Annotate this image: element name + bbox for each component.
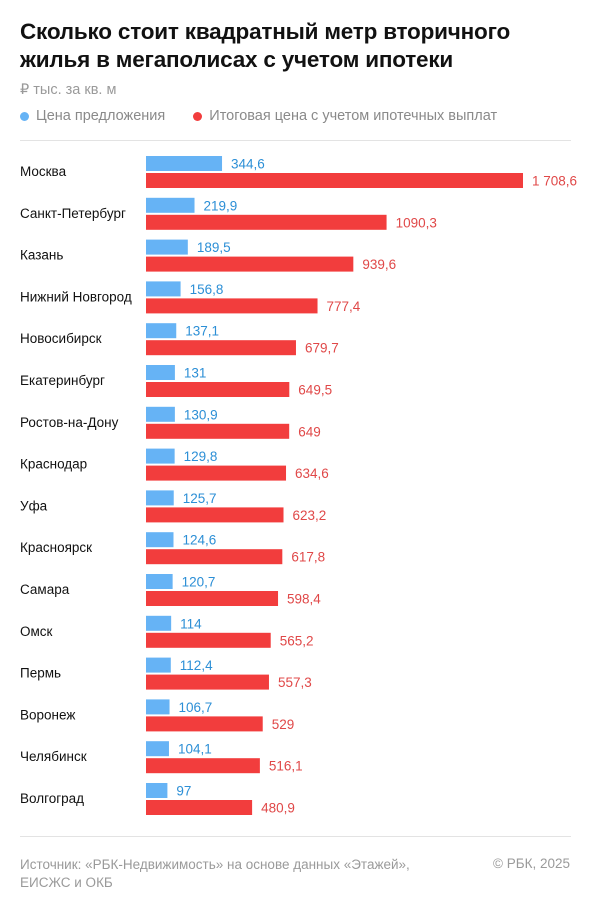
- total-bar: [146, 214, 387, 230]
- offer-bar: [146, 281, 181, 297]
- city-label: Новосибирск: [20, 331, 102, 346]
- total-value-label: 623,2: [293, 508, 327, 523]
- total-bar: [146, 340, 296, 356]
- total-bar: [146, 758, 260, 774]
- offer-value-label: 219,9: [204, 198, 238, 213]
- offer-value-label: 104,1: [178, 742, 212, 757]
- total-value-label: 598,4: [287, 592, 321, 607]
- offer-value-label: 131: [184, 366, 207, 381]
- top-divider: [20, 140, 571, 141]
- legend-dot-total: [193, 111, 203, 121]
- offer-bar: [146, 239, 188, 255]
- total-bar: [146, 465, 287, 481]
- offer-bar: [146, 783, 168, 798]
- offer-bar: [146, 406, 175, 422]
- total-bar: [146, 507, 284, 523]
- offer-value-label: 120,7: [182, 575, 216, 590]
- legend-dot-offer: [20, 111, 29, 121]
- legend-item-total: Итоговая цена с учетом ипотечных выплат: [193, 108, 497, 124]
- city-label: Уфа: [20, 498, 48, 513]
- total-value-label: 516,1: [269, 759, 303, 774]
- total-value-label: 617,8: [291, 550, 325, 565]
- offer-value-label: 156,8: [190, 282, 224, 297]
- total-bar: [146, 716, 263, 732]
- total-value-label: 777,4: [327, 299, 361, 314]
- offer-value-label: 189,5: [197, 240, 231, 255]
- total-bar: [146, 423, 290, 439]
- city-label: Пермь: [20, 666, 61, 681]
- total-value-label: 649,5: [298, 383, 332, 398]
- offer-value-label: 129,8: [184, 449, 218, 464]
- offer-bar: [146, 197, 195, 213]
- offer-value-label: 137,1: [185, 324, 219, 339]
- offer-bar: [146, 490, 174, 506]
- city-label: Казань: [20, 248, 63, 263]
- city-label: Ростов-на-Дону: [20, 415, 119, 430]
- offer-bar: [146, 323, 177, 339]
- city-label: Санкт-Петербург: [20, 206, 126, 221]
- total-bar: [146, 632, 271, 648]
- total-bar: [146, 298, 318, 314]
- offer-value-label: 97: [176, 784, 191, 799]
- offer-value-label: 124,6: [182, 533, 216, 548]
- total-bar: [146, 549, 283, 565]
- offer-value-label: 114: [180, 616, 202, 631]
- offer-value-label: 344,6: [231, 157, 265, 172]
- total-bar: [146, 674, 269, 690]
- city-label: Волгоград: [20, 791, 84, 806]
- offer-bar: [146, 657, 171, 673]
- total-value-label: 1090,3: [396, 215, 437, 230]
- city-label: Москва: [20, 164, 67, 179]
- offer-bar: [146, 532, 174, 548]
- total-value-label: 565,2: [280, 633, 314, 648]
- chart-title: Сколько стоит квадратный метр вторичного…: [20, 19, 510, 72]
- copyright: © РБК, 2025: [493, 856, 570, 871]
- city-label: Краснодар: [20, 457, 87, 472]
- offer-bar: [146, 448, 175, 464]
- total-value-label: 480,9: [261, 801, 295, 816]
- offer-bar: [146, 574, 173, 589]
- offer-value-label: 106,7: [179, 700, 213, 715]
- total-bar: [146, 256, 354, 272]
- total-value-label: 634,6: [295, 466, 329, 481]
- source-note: Источник: «РБК-Недвижимость» на основе д…: [20, 857, 410, 890]
- city-label: Омск: [20, 624, 53, 639]
- city-label: Самара: [20, 582, 70, 597]
- offer-value-label: 125,7: [183, 491, 217, 506]
- bottom-divider: [20, 836, 571, 837]
- legend-label-offer: Цена предложения: [36, 108, 166, 124]
- total-bar: [146, 591, 279, 606]
- city-label: Екатеринбург: [20, 373, 105, 388]
- total-value-label: 679,7: [305, 341, 339, 356]
- offer-bar: [146, 365, 175, 380]
- offer-value-label: 130,9: [184, 407, 218, 422]
- total-bar: [146, 173, 523, 188]
- offer-bar: [146, 615, 172, 631]
- offer-value-label: 112,4: [180, 658, 213, 673]
- legend-item-offer: Цена предложения: [20, 108, 165, 124]
- offer-bar: [146, 699, 170, 715]
- offer-bar: [146, 741, 169, 757]
- total-bar: [146, 382, 290, 397]
- city-label: Воронеж: [20, 707, 75, 722]
- legend-label-total: Итоговая цена с учетом ипотечных выплат: [209, 108, 498, 124]
- unit-label: ₽ тыс. за кв. м: [20, 82, 117, 98]
- legend: Цена предложения Итоговая цена с учетом …: [20, 108, 580, 124]
- total-value-label: 939,6: [362, 257, 396, 272]
- total-value-label: 529: [272, 717, 295, 732]
- city-label: Нижний Новгород: [20, 289, 132, 304]
- offer-bar: [146, 156, 223, 171]
- city-label: Красноярск: [20, 540, 92, 555]
- total-bar: [146, 800, 253, 815]
- total-value-label: 1 708,6: [532, 174, 577, 189]
- total-value-label: 557,3: [278, 675, 312, 690]
- total-value-label: 649: [298, 424, 321, 439]
- city-label: Челябинск: [20, 749, 87, 764]
